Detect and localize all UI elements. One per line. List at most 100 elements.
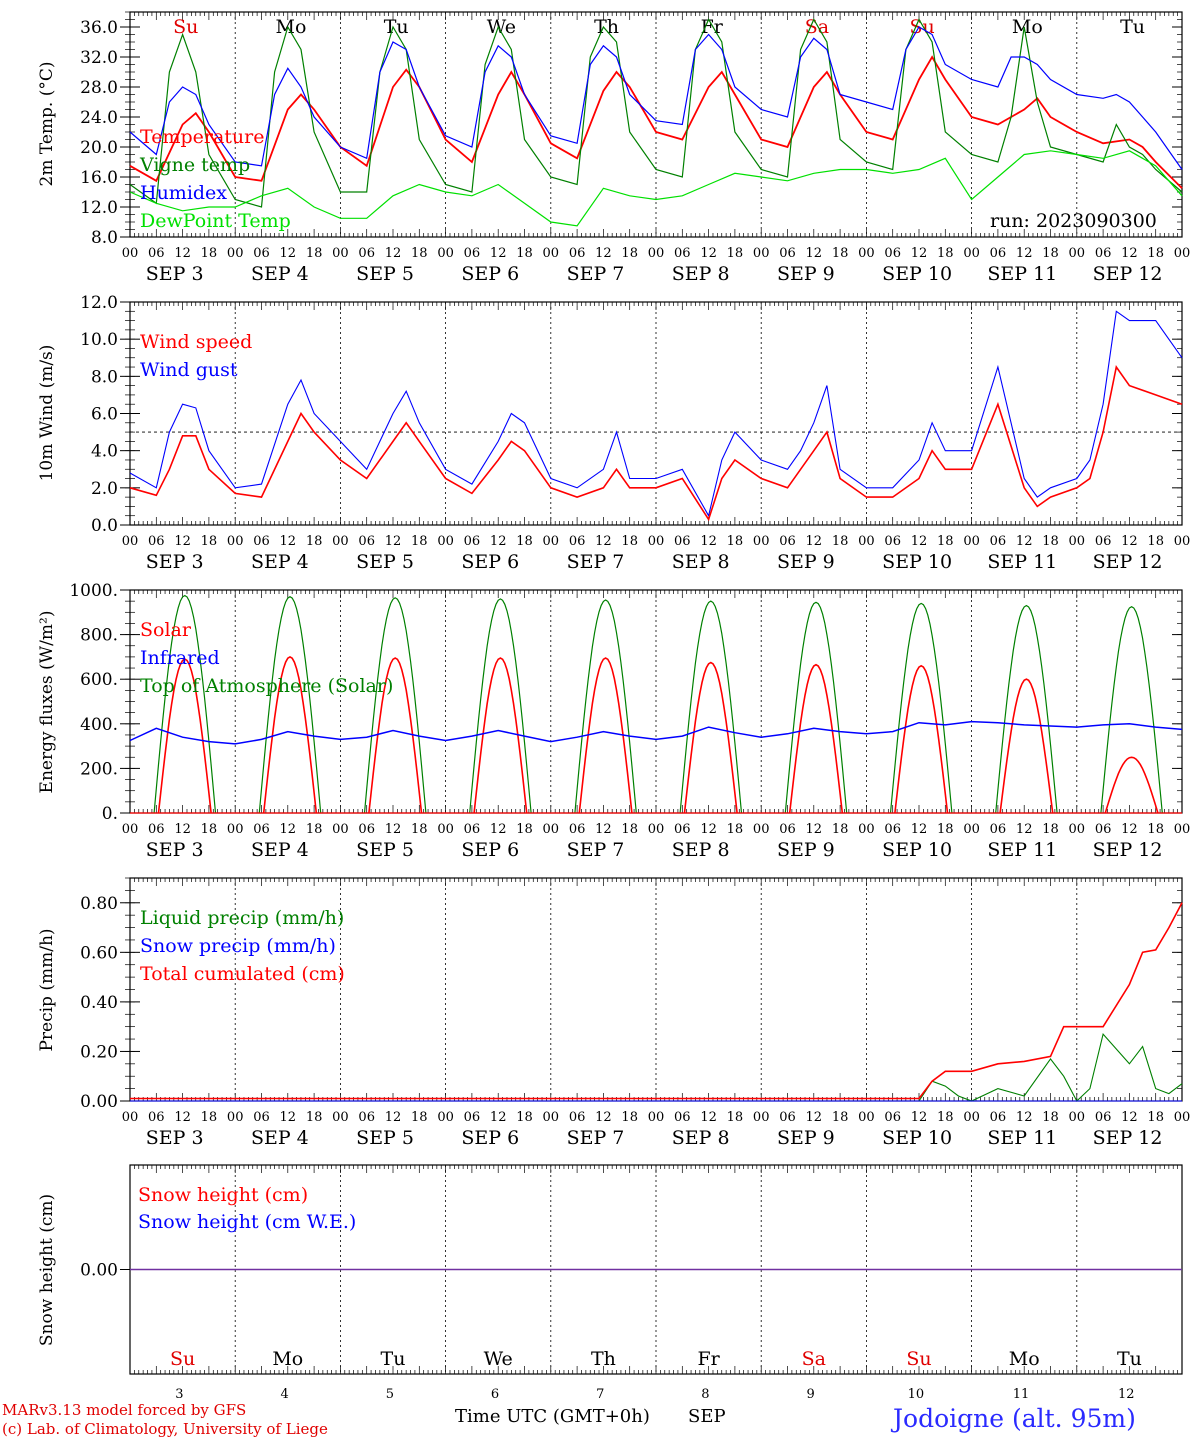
y-tick-label: 600. <box>80 670 118 690</box>
hour-tick-label: 00 <box>1174 1110 1191 1125</box>
hour-tick-label: 06 <box>358 822 375 837</box>
hour-tick-label: 12 <box>174 246 191 261</box>
weekday-label: Th <box>594 16 619 38</box>
y-tick-label: 0.80 <box>80 894 118 914</box>
y-tick-label: 36.0 <box>80 18 118 38</box>
hour-tick-label: 12 <box>1016 1110 1033 1125</box>
hour-tick-label: 18 <box>727 246 744 261</box>
hour-tick-label: 06 <box>569 246 586 261</box>
hour-tick-label: 00 <box>437 246 454 261</box>
toa-solar-curve <box>995 604 1058 814</box>
hour-tick-label: 12 <box>911 246 928 261</box>
hour-tick-label: 18 <box>621 246 638 261</box>
weekday-label: Fr <box>697 1348 720 1370</box>
toa-solar-curve <box>889 602 953 814</box>
hour-tick-label: 00 <box>543 1110 560 1125</box>
hour-tick-label: 00 <box>332 1110 349 1125</box>
series-line-total <box>130 902 1183 1100</box>
hour-tick-label: 12 <box>1121 822 1138 837</box>
date-label: SEP 12 <box>1093 839 1163 861</box>
hour-tick-label: 12 <box>1016 246 1033 261</box>
hour-tick-label: 18 <box>411 534 428 549</box>
hour-tick-label: 06 <box>674 822 691 837</box>
hour-tick-label: 06 <box>464 246 481 261</box>
y-tick-label: 12.0 <box>80 198 118 218</box>
hour-tick-label: 18 <box>937 246 954 261</box>
hour-tick-label: 12 <box>911 1110 928 1125</box>
legend-entry: Total cumulated (cm) <box>140 963 345 985</box>
legend-entry: Humidex <box>140 182 227 204</box>
solar-curve <box>157 658 212 814</box>
legend-entry: DewPoint Temp <box>140 210 291 232</box>
hour-tick-label: 00 <box>648 1110 665 1125</box>
legend-entry: Top of Atmosphere (Solar) <box>140 675 393 697</box>
x-axis-title: Time UTC (GMT+0h) <box>455 1406 650 1427</box>
solar-curve <box>894 664 949 814</box>
hour-tick-label: 06 <box>464 1110 481 1125</box>
weekday-label: Su <box>170 1348 195 1370</box>
date-label: SEP 8 <box>672 839 730 861</box>
y-axis-title: Precip (mm/h) <box>37 928 57 1051</box>
hour-tick-label: 18 <box>1042 1110 1059 1125</box>
hour-tick-label: 06 <box>884 534 901 549</box>
date-label: SEP 9 <box>777 839 835 861</box>
hour-tick-label: 00 <box>1069 246 1086 261</box>
hour-tick-label: 00 <box>332 534 349 549</box>
hour-tick-label: 06 <box>990 1110 1007 1125</box>
solar-curve <box>683 661 738 814</box>
series-line-liquid <box>130 1032 1183 1102</box>
date-label: SEP 10 <box>882 1127 952 1149</box>
hour-tick-label: 06 <box>464 534 481 549</box>
hour-tick-label: 06 <box>148 534 165 549</box>
date-label: SEP 3 <box>146 839 204 861</box>
y-tick-label: 4.0 <box>91 442 118 462</box>
hour-tick-label: 18 <box>411 246 428 261</box>
hour-tick-label: 00 <box>1174 822 1191 837</box>
weekday-label: Su <box>173 16 198 38</box>
hour-tick-label: 18 <box>1042 246 1059 261</box>
date-label: SEP 5 <box>356 839 414 861</box>
hour-tick-label: 18 <box>411 822 428 837</box>
date-label: SEP 4 <box>251 263 309 285</box>
date-label: SEP 8 <box>672 551 730 573</box>
hour-tick-label: 06 <box>674 246 691 261</box>
legend-entry: Temperature <box>140 126 264 148</box>
series-line-wind-gust <box>129 310 1183 518</box>
hour-tick-label: 18 <box>201 1110 218 1125</box>
y-tick-label: 20.0 <box>80 138 118 158</box>
hour-tick-label: 00 <box>122 246 139 261</box>
y-tick-label: 6.0 <box>91 405 118 425</box>
hour-tick-label: 06 <box>674 1110 691 1125</box>
hour-tick-label: 18 <box>201 246 218 261</box>
hour-tick-label: 18 <box>306 1110 323 1125</box>
hour-tick-label: 12 <box>911 822 928 837</box>
hour-tick-label: 00 <box>858 534 875 549</box>
day-number-label: 3 <box>175 1387 183 1402</box>
hour-tick-label: 00 <box>1069 1110 1086 1125</box>
hour-tick-label: 12 <box>1121 534 1138 549</box>
hour-tick-label: 12 <box>385 822 402 837</box>
hour-tick-label: 18 <box>832 534 849 549</box>
hour-tick-label: 18 <box>201 822 218 837</box>
toa-solar-curve <box>469 598 532 814</box>
toa-solar-curve <box>679 600 743 814</box>
date-label: SEP 4 <box>251 1127 309 1149</box>
hour-tick-label: 06 <box>884 246 901 261</box>
hour-tick-label: 12 <box>1121 1110 1138 1125</box>
hour-tick-label: 06 <box>253 822 270 837</box>
day-number-label: 9 <box>807 1387 815 1402</box>
y-axis-title: 10m Wind (m/s) <box>37 345 57 482</box>
weekday-label: Tu <box>1117 1348 1142 1370</box>
hour-tick-label: 18 <box>1147 534 1164 549</box>
weekday-label: Sa <box>802 1348 826 1370</box>
y-tick-label: 0.00 <box>80 1092 118 1112</box>
hour-tick-label: 00 <box>858 822 875 837</box>
hour-tick-label: 06 <box>569 822 586 837</box>
hour-tick-label: 06 <box>253 534 270 549</box>
date-label: SEP 9 <box>777 551 835 573</box>
hour-tick-label: 18 <box>516 534 533 549</box>
date-label: SEP 6 <box>461 263 519 285</box>
hour-tick-label: 00 <box>437 1110 454 1125</box>
hour-tick-label: 00 <box>648 822 665 837</box>
hour-tick-label: 06 <box>358 534 375 549</box>
